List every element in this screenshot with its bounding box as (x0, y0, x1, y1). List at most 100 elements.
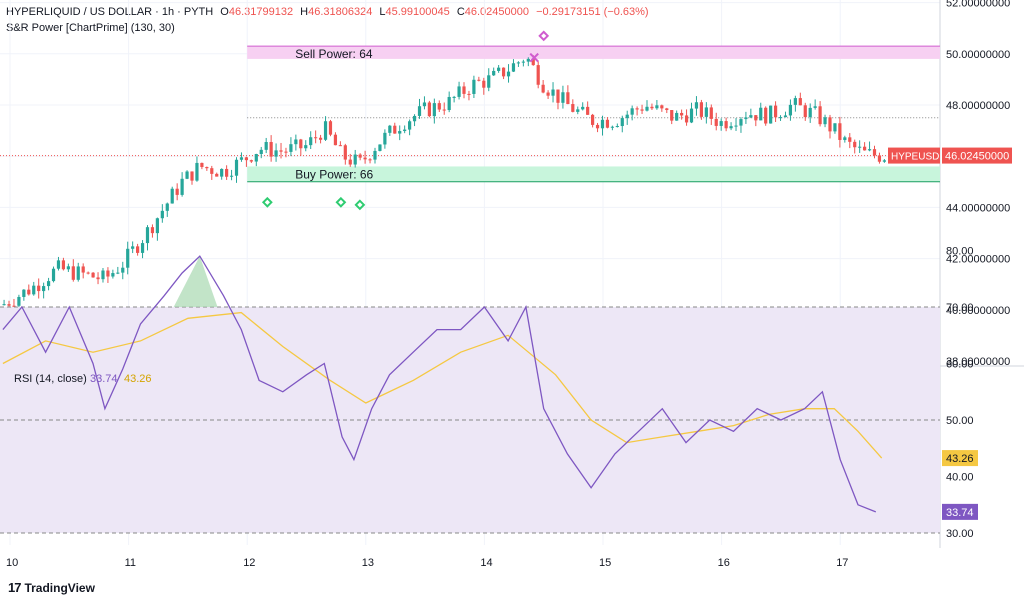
candle-body (234, 159, 239, 176)
rsi-value-header: 33.74 (90, 373, 118, 385)
rsi-tick-label: 60.00 (946, 359, 974, 371)
candle-body (561, 92, 565, 103)
rsi-badge (942, 503, 978, 520)
candle-body (165, 203, 169, 211)
candle-body (309, 137, 313, 146)
tradingview-logo: 17 TradingView (8, 580, 95, 595)
candle-body (798, 98, 802, 106)
candle-body (586, 106, 590, 115)
candle-body (630, 108, 634, 115)
candle-body (427, 102, 431, 117)
candle-body (650, 106, 654, 109)
rsi-ma-line (2, 311, 883, 459)
candle-body (12, 305, 16, 307)
buy-power-label: Buy Power: 66 (295, 167, 373, 181)
candle-body (709, 107, 713, 119)
candle-body (813, 106, 817, 108)
candle-body (882, 160, 886, 162)
candle-body (838, 123, 842, 140)
time-tick-label: 16 (718, 557, 730, 569)
candle-body (56, 260, 61, 269)
price-tick-label: 40.00000000 (946, 305, 1010, 317)
candle-body (665, 108, 669, 111)
chart-header: HYPERLIQUID / US DOLLAR · 1h · PYTH O46.… (6, 6, 653, 18)
candle-body (863, 146, 867, 151)
candle-body (457, 86, 461, 97)
candle-body (17, 296, 21, 306)
buy-signal-icon (261, 196, 273, 208)
candle-body (259, 149, 263, 155)
candle-body (71, 266, 75, 280)
sell-power-label: Sell Power: 64 (295, 47, 373, 61)
candle-body (675, 112, 679, 121)
buy-power-zone (247, 166, 940, 182)
candle-body (452, 96, 456, 98)
candle-body (363, 157, 367, 160)
candle-body (670, 110, 674, 121)
candle-body (437, 103, 441, 110)
candle-body (7, 304, 11, 306)
buy-signal-icon (354, 199, 366, 211)
candle-body (759, 107, 763, 121)
candle-body (412, 115, 417, 122)
candle-body (170, 188, 174, 204)
candle-body (610, 126, 614, 128)
candle-body (353, 154, 357, 165)
candle-body (81, 266, 85, 273)
candle-body (91, 272, 95, 278)
candle-body (516, 62, 521, 64)
candle-body (61, 260, 66, 270)
ohlc-close: C46.02450000 (456, 6, 529, 18)
time-tick-label: 15 (599, 557, 611, 569)
candle-body (46, 281, 51, 287)
candle-body (521, 61, 525, 63)
candle-body (843, 137, 847, 140)
time-tick-label: 11 (125, 557, 136, 569)
candle-body (877, 155, 882, 162)
candle-body (279, 150, 283, 152)
sell-power-zone (247, 46, 940, 59)
last-price-label: 46.02450000 (945, 151, 1009, 163)
ohlc-high: H46.31806324 (300, 6, 373, 18)
candle-body (808, 107, 812, 118)
candle-body (2, 304, 6, 306)
candle-body (51, 268, 56, 282)
candle-body (383, 132, 387, 145)
candle-body (714, 118, 718, 126)
candle-body (239, 157, 244, 160)
rsi-ma-value-header: 43.26 (124, 373, 152, 385)
candle-body (620, 118, 624, 127)
candle-body (358, 154, 362, 158)
rsi-line (2, 255, 877, 513)
ohlc-open: O46.31799132 (220, 6, 294, 18)
candle-body (526, 58, 530, 62)
candle-body (408, 121, 412, 130)
time-tick-label: 17 (836, 557, 848, 569)
candle-body (497, 67, 501, 71)
candle-body (655, 105, 659, 109)
candle-body (595, 124, 600, 129)
rsi-title: RSI (14, close) (14, 373, 87, 385)
ticker-badge-label: HYPEUSD (891, 152, 939, 163)
time-tick-label: 10 (6, 557, 18, 569)
candle-body (373, 150, 377, 160)
candle-body (338, 145, 342, 147)
candle-body (254, 154, 258, 162)
candle-body (393, 125, 397, 134)
candle-body (42, 286, 46, 292)
candle-body (294, 139, 298, 145)
rsi-ma-badge (942, 450, 978, 467)
candle-body (210, 168, 214, 174)
candle-body (422, 102, 427, 107)
candle-body (833, 123, 837, 132)
candle-body (689, 108, 694, 123)
candle-body (131, 246, 135, 249)
candle-body (229, 175, 234, 177)
candle-body (403, 129, 407, 132)
candle-body (160, 210, 164, 219)
candle-body (299, 139, 303, 149)
price-tick-label: 42.00000000 (946, 254, 1010, 266)
candle-body (734, 125, 738, 127)
candle-body (155, 218, 159, 234)
